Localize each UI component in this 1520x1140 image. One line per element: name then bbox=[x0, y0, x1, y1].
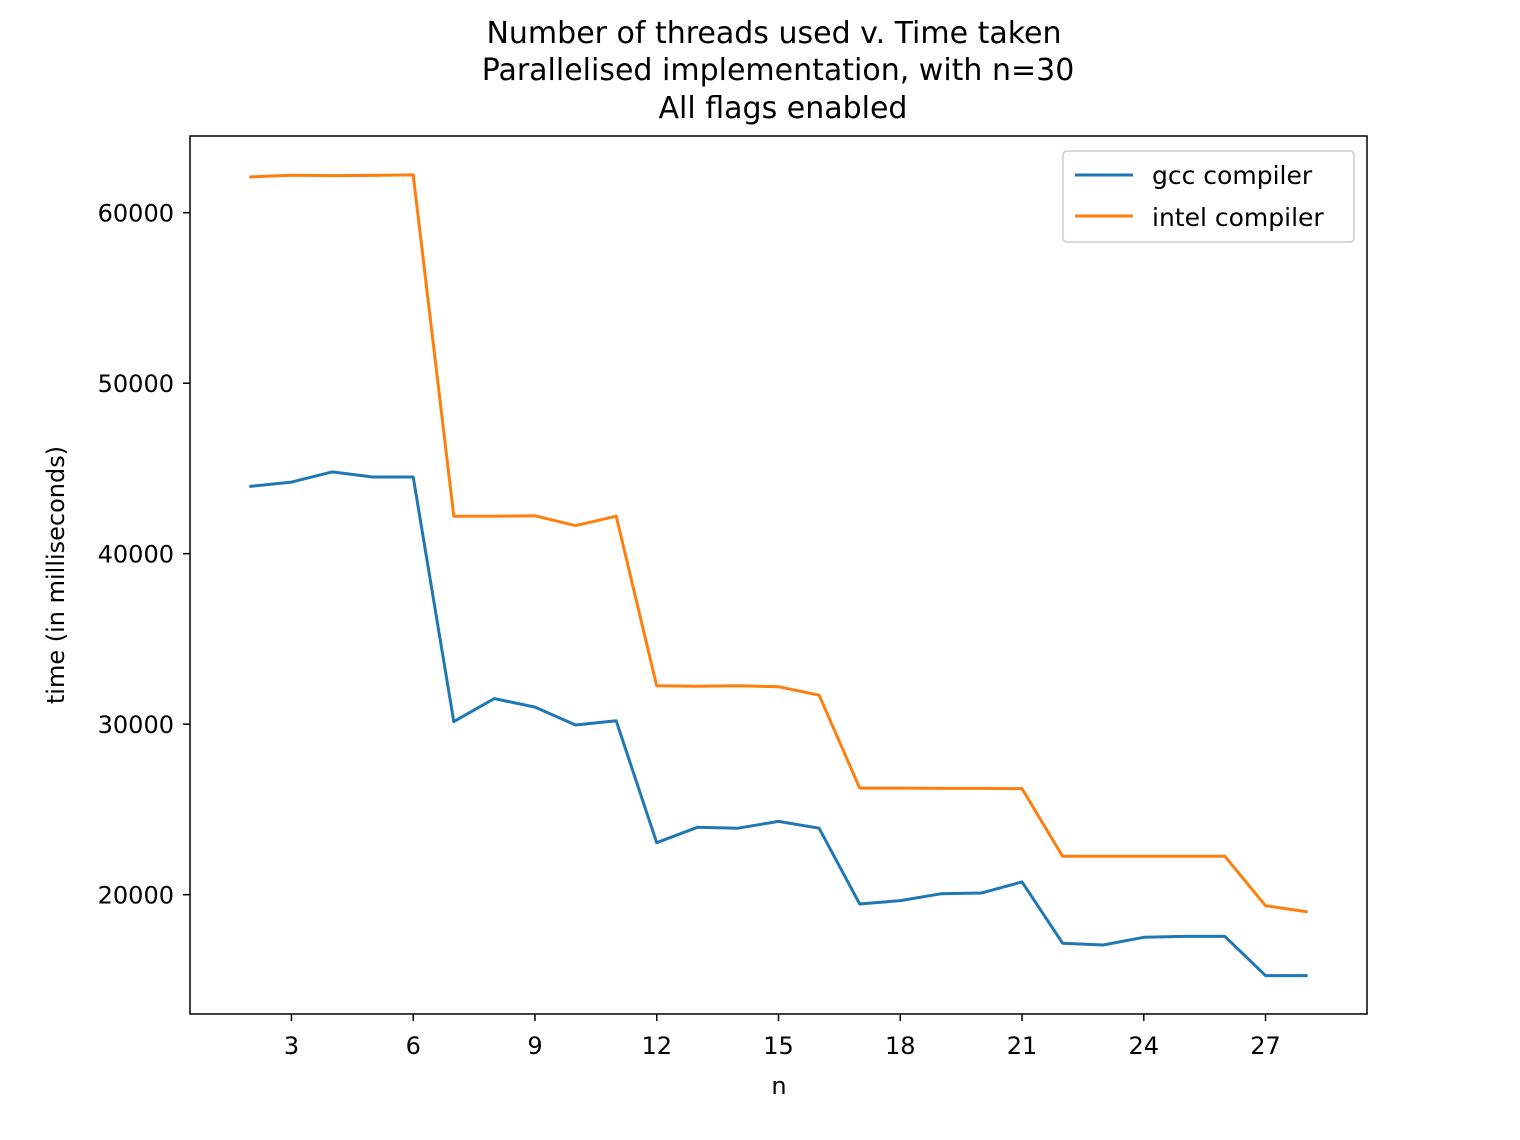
y-tick-label: 20000 bbox=[98, 882, 174, 910]
y-tick-label: 30000 bbox=[98, 711, 174, 739]
y-tick-label: 50000 bbox=[98, 370, 174, 398]
chart-title-line-3: All flags enabled bbox=[659, 91, 908, 126]
series-line-intel bbox=[249, 173, 1308, 914]
x-tick-label: 27 bbox=[1250, 1032, 1281, 1060]
y-tick-label: 40000 bbox=[98, 541, 174, 569]
x-tick-label: 18 bbox=[885, 1032, 916, 1060]
series-line-gcc bbox=[249, 470, 1308, 978]
legend-label-gcc: gcc compiler bbox=[1152, 161, 1313, 190]
legend-box bbox=[1062, 150, 1355, 243]
x-tick-label: 21 bbox=[1007, 1032, 1038, 1060]
x-tick-label: 6 bbox=[406, 1032, 421, 1060]
x-tick-label: 9 bbox=[527, 1032, 542, 1060]
x-axis-ticks: 3 6 9 12 15 18 21 24 27 bbox=[284, 1014, 1281, 1060]
y-axis-label: time (in milliseconds) bbox=[42, 446, 70, 704]
legend: gcc compiler intel compiler bbox=[1062, 150, 1355, 243]
legend-label-intel: intel compiler bbox=[1152, 203, 1324, 232]
chart-title-line-2: Parallelised implementation, with n=30 bbox=[482, 53, 1075, 88]
x-axis-label: n bbox=[771, 1072, 786, 1100]
x-tick-label: 3 bbox=[284, 1032, 299, 1060]
x-tick-label: 12 bbox=[641, 1032, 672, 1060]
series-lines bbox=[249, 173, 1308, 978]
x-tick-label: 24 bbox=[1129, 1032, 1160, 1060]
y-tick-label: 60000 bbox=[98, 200, 174, 228]
y-axis-ticks: 20000 30000 40000 50000 60000 bbox=[98, 200, 190, 910]
chart-title-line-1: Number of threads used v. Time taken bbox=[486, 16, 1061, 51]
x-tick-label: 15 bbox=[763, 1032, 794, 1060]
